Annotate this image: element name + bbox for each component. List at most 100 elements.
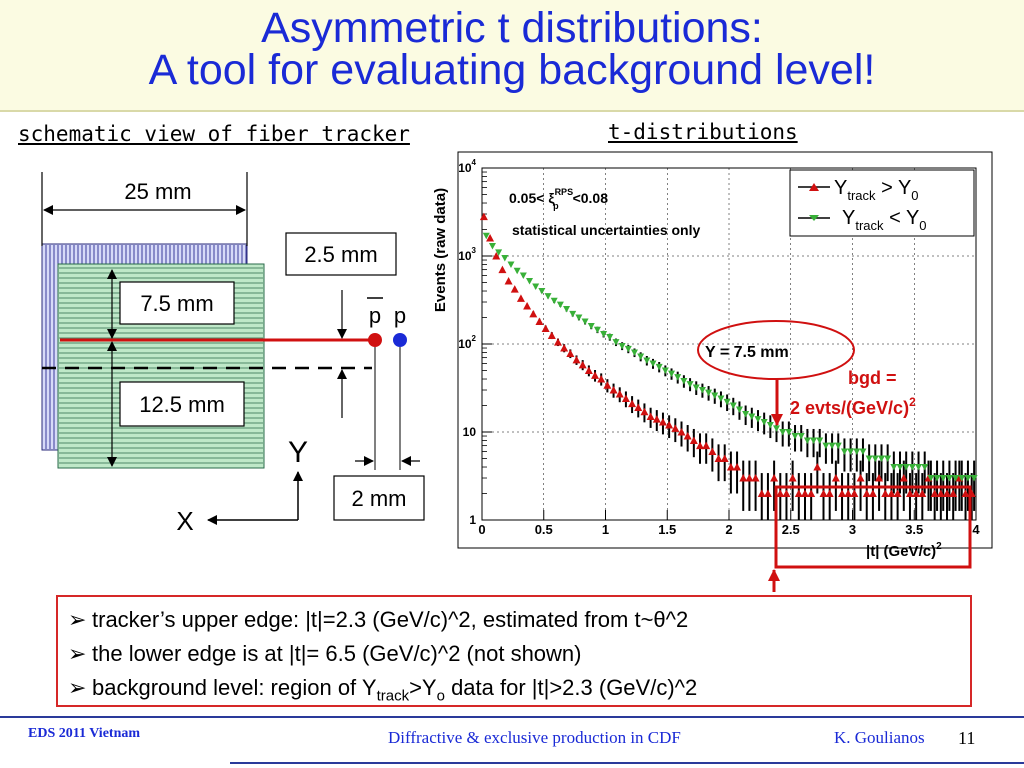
y-tick-label: 10 xyxy=(463,425,477,439)
data-point-red xyxy=(621,394,630,403)
data-point-red xyxy=(733,463,742,471)
data-point-red xyxy=(702,441,711,450)
x-axis-label: X xyxy=(176,506,193,536)
data-point-red xyxy=(708,447,717,456)
data-point-red xyxy=(912,489,921,498)
data-point-red xyxy=(720,454,729,462)
y-tick-label: 1 xyxy=(469,513,476,527)
x-axis-title: |t| (GeV/c)2 xyxy=(866,541,942,560)
data-point-red xyxy=(658,417,667,426)
x-tick-label: 2.5 xyxy=(782,522,800,537)
p-label: p xyxy=(394,303,406,328)
data-point-green xyxy=(939,475,947,482)
stat-uncertainty-text: statistical uncertainties only xyxy=(512,222,700,238)
data-point-green xyxy=(723,398,731,406)
upper-label: 7.5 mm xyxy=(140,291,213,316)
data-point-red xyxy=(529,309,538,318)
data-point-green xyxy=(581,318,589,326)
data-point-red xyxy=(745,474,754,482)
data-point-green xyxy=(742,411,750,418)
data-point-green xyxy=(760,418,768,426)
data-point-green xyxy=(964,475,972,482)
x-tick-label: 0.5 xyxy=(535,522,553,537)
data-point-green xyxy=(538,288,546,295)
x-tick-label: 4 xyxy=(972,522,980,537)
data-point-green xyxy=(680,377,688,385)
footer-rule-bottom xyxy=(230,762,1024,764)
data-point-red xyxy=(838,489,847,498)
data-point-red xyxy=(677,428,686,436)
bullet-arrow-icon: ➢ xyxy=(68,607,87,632)
y-axis-label: Y xyxy=(288,436,308,469)
data-point-red xyxy=(893,489,902,498)
data-point-red xyxy=(547,331,556,339)
bullet-3: ➢ background level: region of Ytrack>Yo d… xyxy=(68,671,960,713)
data-point-red xyxy=(683,432,692,440)
data-point-red xyxy=(498,265,507,274)
data-point-green xyxy=(711,392,719,399)
lower-label: 12.5 mm xyxy=(139,392,225,417)
data-point-green xyxy=(871,455,879,462)
data-point-green xyxy=(643,357,651,364)
data-point-green xyxy=(482,232,490,240)
bullet-arrow-icon: ➢ xyxy=(68,641,87,666)
data-point-green xyxy=(630,349,638,357)
data-point-green xyxy=(859,448,867,456)
bullet-2: ➢ the lower edge is at |t|= 6.5 (GeV/c)^2… xyxy=(68,637,960,671)
footer-author: K. Goulianos xyxy=(834,728,925,747)
data-point-green xyxy=(495,249,503,256)
background-region-box xyxy=(774,485,972,569)
x-tick-label: 3 xyxy=(849,522,856,537)
bullet-arrow-icon: ➢ xyxy=(68,675,87,700)
data-point-red xyxy=(541,324,550,333)
data-point-green xyxy=(921,464,929,471)
data-point-green xyxy=(649,360,657,368)
data-point-red xyxy=(887,489,896,498)
data-point-green xyxy=(754,416,762,423)
data-point-red xyxy=(671,424,680,432)
data-point-red xyxy=(881,489,890,498)
x-tick-label: 1.5 xyxy=(658,522,676,537)
data-point-red xyxy=(875,474,884,482)
data-point-green xyxy=(958,475,966,482)
data-point-green xyxy=(488,242,496,250)
data-point-red xyxy=(813,463,822,471)
data-point-red xyxy=(862,489,871,498)
data-point-green xyxy=(952,475,960,482)
data-point-red xyxy=(665,421,674,429)
data-point-red xyxy=(770,474,779,482)
data-point-red xyxy=(553,338,562,346)
data-point-red xyxy=(640,407,649,416)
data-point-red xyxy=(757,489,766,498)
legend-box xyxy=(789,169,975,237)
data-point-green xyxy=(933,475,941,482)
right-caption: t-distributions xyxy=(608,120,798,144)
data-point-green xyxy=(575,314,583,322)
data-point-green xyxy=(847,448,855,456)
data-point-red xyxy=(856,474,865,482)
data-point-green xyxy=(692,384,700,392)
data-point-red xyxy=(597,375,606,383)
data-point-green xyxy=(816,437,824,445)
data-point-red xyxy=(591,371,600,379)
data-point-green xyxy=(791,433,799,440)
data-point-green xyxy=(600,330,608,338)
data-point-green xyxy=(927,475,935,482)
data-point-red xyxy=(825,489,834,498)
data-point-red xyxy=(776,489,785,498)
sep-label-box xyxy=(333,475,425,521)
data-point-red xyxy=(689,436,698,445)
data-point-red xyxy=(535,317,544,326)
antiproton-dot xyxy=(368,333,382,347)
data-point-red xyxy=(634,403,643,411)
data-point-red xyxy=(628,399,637,408)
gap-label-box xyxy=(285,232,397,276)
page-number: 11 xyxy=(958,728,976,748)
data-point-green xyxy=(908,464,916,471)
data-point-green xyxy=(532,283,540,291)
data-point-red xyxy=(807,489,816,498)
bgd-label-line2: 2 evts/(GeV/c)2 xyxy=(790,395,916,418)
x-tick-label: 3.5 xyxy=(905,522,923,537)
data-point-red xyxy=(492,252,501,260)
data-point-green xyxy=(519,272,527,280)
